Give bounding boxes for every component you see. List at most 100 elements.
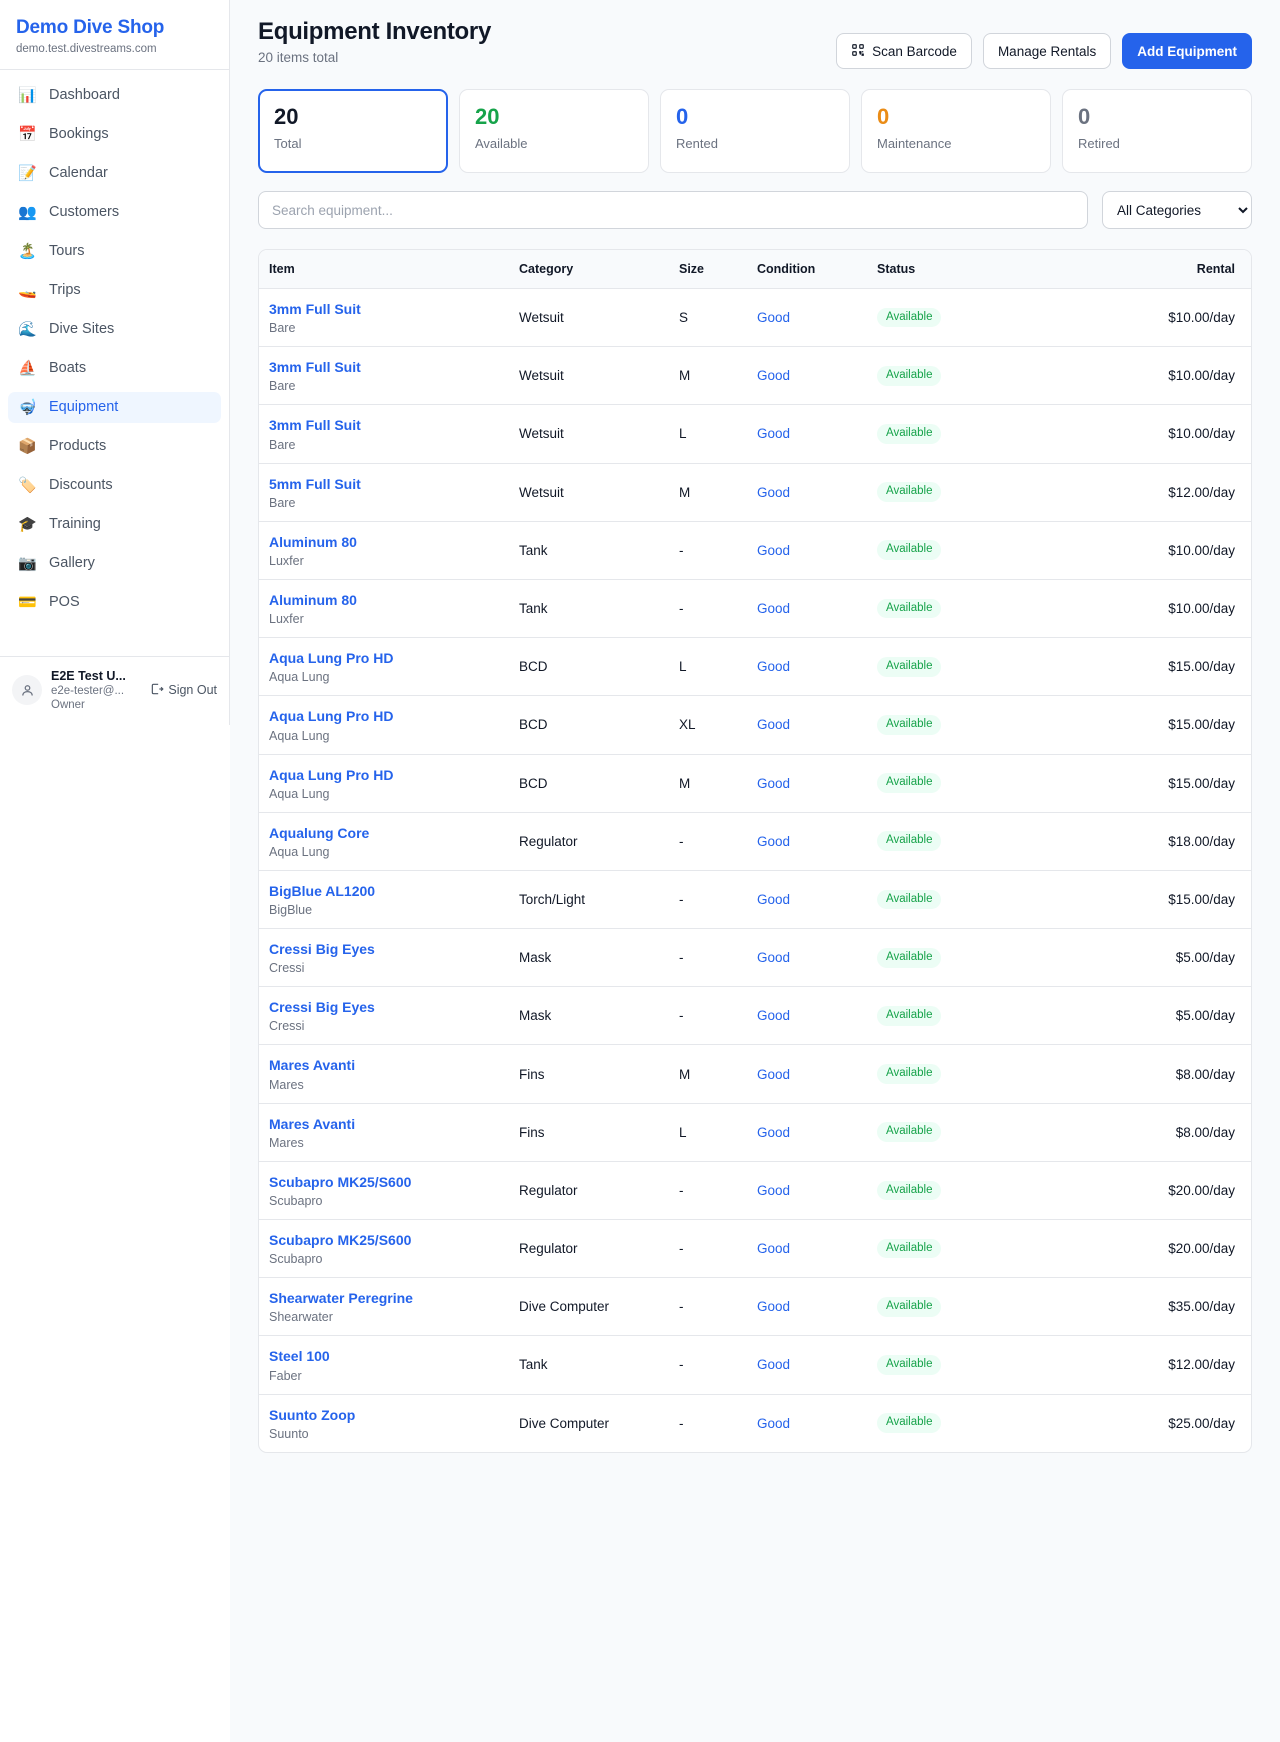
cell-category: Mask — [509, 928, 669, 988]
sidebar-item-label: Training — [49, 516, 101, 533]
table-row[interactable]: Mares Avanti Mares Fins L Good Available $8.00… — [259, 1103, 1251, 1162]
cell-condition-text[interactable]: Good — [757, 601, 791, 617]
table-row[interactable]: Scubapro MK25/S600 Scubapro Regulator - Good… — [259, 1219, 1251, 1279]
sidebar-item-trips[interactable]: 🚤 Trips — [8, 275, 221, 306]
table-row[interactable]: Cressi Big Eyes Cressi Mask - Good Available $… — [259, 986, 1251, 1046]
category-select[interactable]: All Categories — [1102, 191, 1252, 229]
sidebar-item-training[interactable]: 🎓 Training — [8, 509, 221, 540]
table-row[interactable]: Cressi Big Eyes Cressi Mask - Good Available $… — [259, 928, 1251, 988]
stat-card-total[interactable]: 20 Total — [258, 89, 448, 173]
item-name-link[interactable]: Mares Avanti — [269, 1057, 356, 1074]
item-name-link[interactable]: Aluminum 80 — [269, 591, 357, 608]
cell-condition-text[interactable]: Good — [757, 891, 791, 907]
table-row[interactable]: Aqua Lung Pro HD Aqua Lung BCD L Good Availab… — [259, 637, 1251, 697]
sign-out-button[interactable]: Sign Out — [150, 682, 217, 699]
search-input[interactable] — [258, 191, 1088, 229]
cell-condition-text[interactable]: Good — [757, 1357, 791, 1373]
sidebar-item-tours[interactable]: 🏝️ Tours — [8, 236, 221, 267]
cell-condition-text[interactable]: Good — [757, 1182, 791, 1198]
cell-size-text: - — [679, 950, 684, 966]
cell-condition-text[interactable]: Good — [757, 717, 791, 733]
cell-size-text: - — [679, 1415, 684, 1431]
cell-condition-text[interactable]: Good — [757, 833, 791, 849]
table-row[interactable]: 3mm Full Suit Bare Wetsuit M Good Available $1… — [259, 346, 1251, 406]
camera-icon: 📷 — [18, 554, 37, 572]
sidebar-item-bookings[interactable]: 📅 Bookings — [8, 119, 221, 150]
cell-condition: Good — [747, 404, 867, 464]
cell-category: Dive Computer — [509, 1277, 669, 1337]
item-name-link[interactable]: 3mm Full Suit — [269, 301, 361, 317]
cell-condition-text[interactable]: Good — [757, 310, 791, 326]
cell-condition-text[interactable]: Good — [757, 1008, 791, 1024]
table-row[interactable]: Aluminum 80 Luxfer Tank - Good Available $10.0… — [259, 521, 1251, 580]
cell-condition-text[interactable]: Good — [757, 950, 791, 966]
cell-condition-text[interactable]: Good — [757, 1066, 791, 1082]
manage-rentals-button[interactable]: Manage Rentals — [982, 33, 1112, 69]
item-name-link[interactable]: 3mm Full Suit — [269, 359, 361, 376]
sidebar-item-discounts[interactable]: 🏷️ Discounts — [8, 470, 221, 501]
item-brand: Scubapro — [269, 1252, 323, 1267]
item-name-link[interactable]: Steel 100 — [269, 1348, 330, 1365]
table-row[interactable]: Aqua Lung Pro HD Aqua Lung BCD M Good Availab… — [259, 754, 1251, 813]
cell-condition-text[interactable]: Good — [757, 659, 791, 675]
item-name-link[interactable]: Aqua Lung Pro HD — [269, 650, 394, 667]
sidebar-item-products[interactable]: 📦 Products — [8, 431, 221, 462]
item-name-link[interactable]: Mares Avanti — [269, 1115, 356, 1132]
table-row[interactable]: Scubapro MK25/S600 Scubapro Regulator - Good… — [259, 1161, 1251, 1221]
sidebar-item-equipment[interactable]: 🤿 Equipment — [8, 391, 221, 423]
item-name-link[interactable]: Suunto Zoop — [269, 1406, 356, 1423]
item-name-link[interactable]: Cressi Big Eyes — [269, 999, 375, 1016]
item-name-link[interactable]: Aluminum 80 — [269, 533, 357, 550]
cell-condition-text[interactable]: Good — [757, 542, 791, 558]
stat-card-rented[interactable]: 0 Rented — [660, 89, 850, 173]
table-row[interactable]: Shearwater Peregrine Shearwater Dive Compu… — [259, 1277, 1251, 1337]
item-name-link[interactable]: 3mm Full Suit — [269, 417, 361, 434]
sidebar-item-dashboard[interactable]: 📊 Dashboard — [8, 80, 221, 111]
cell-rental: $8.00/day — [995, 1044, 1251, 1104]
item-name-link[interactable]: 5mm Full Suit — [269, 475, 361, 492]
table-row[interactable]: Steel 100 Faber Tank - Good Available $12.00/d… — [259, 1335, 1251, 1395]
table-row[interactable]: Mares Avanti Mares Fins M Good Available $8.00… — [259, 1044, 1251, 1104]
stat-card-maintenance[interactable]: 0 Maintenance — [861, 89, 1051, 173]
item-brand: Scubapro — [269, 1194, 323, 1208]
cell-condition-text[interactable]: Good — [757, 1241, 791, 1257]
scan-barcode-button[interactable]: Scan Barcode — [836, 33, 972, 69]
table-row[interactable]: Suunto Zoop Suunto Dive Computer - Good Avail… — [259, 1394, 1251, 1452]
cell-condition: Good — [747, 928, 867, 988]
sidebar-item-pos[interactable]: 💳 POS — [8, 587, 221, 618]
calendar-date-icon: 📅 — [18, 125, 37, 143]
table-row[interactable]: 3mm Full Suit Bare Wetsuit L Good Available $1… — [259, 404, 1251, 464]
item-name-link[interactable]: BigBlue AL1200 — [269, 882, 376, 899]
item-name-link[interactable]: Cressi Big Eyes — [269, 941, 375, 958]
item-name-link[interactable]: Scubapro MK25/S600 — [269, 1173, 412, 1190]
cell-rental-text: $8.00/day — [1175, 1124, 1235, 1140]
sidebar-item-dive-sites[interactable]: 🌊 Dive Sites — [8, 314, 221, 345]
table-row[interactable]: Aluminum 80 Luxfer Tank - Good Available $10.0… — [259, 579, 1251, 639]
cell-condition-text[interactable]: Good — [757, 426, 791, 442]
cell-rental-text: $10.00/day — [1168, 426, 1235, 442]
cell-condition-text[interactable]: Good — [757, 484, 791, 500]
table-row[interactable]: Aqualung Core Aqua Lung Regulator - Good Avai… — [259, 812, 1251, 871]
item-name-link[interactable]: Aqua Lung Pro HD — [269, 708, 394, 725]
item-name-link[interactable]: Aqualung Core — [269, 824, 370, 841]
table-row[interactable]: 5mm Full Suit Bare Wetsuit M Good Available $1… — [259, 463, 1251, 522]
cell-condition-text[interactable]: Good — [757, 1299, 791, 1315]
sidebar-item-gallery[interactable]: 📷 Gallery — [8, 548, 221, 579]
cell-rental: $5.00/day — [995, 928, 1251, 988]
item-name-link[interactable]: Scubapro MK25/S600 — [269, 1232, 412, 1248]
stat-card-retired[interactable]: 0 Retired — [1062, 89, 1252, 173]
sidebar-item-boats[interactable]: ⛵ Boats — [8, 353, 221, 384]
cell-condition-text[interactable]: Good — [757, 775, 791, 791]
table-row[interactable]: Aqua Lung Pro HD Aqua Lung BCD XL Good Availa… — [259, 695, 1251, 755]
item-name-link[interactable]: Aqua Lung Pro HD — [269, 766, 394, 783]
cell-condition-text[interactable]: Good — [757, 1124, 791, 1140]
item-name-link[interactable]: Shearwater Peregrine — [269, 1290, 413, 1307]
table-row[interactable]: BigBlue AL1200 BigBlue Torch/Light - Good Ava… — [259, 870, 1251, 930]
add-equipment-button[interactable]: Add Equipment — [1122, 33, 1252, 69]
sidebar-item-calendar[interactable]: 📝 Calendar — [8, 158, 221, 189]
cell-condition-text[interactable]: Good — [757, 1415, 791, 1431]
cell-condition-text[interactable]: Good — [757, 368, 791, 384]
sidebar-item-customers[interactable]: 👥 Customers — [8, 197, 221, 228]
table-row[interactable]: 3mm Full Suit Bare Wetsuit S Good Available $1… — [259, 288, 1251, 348]
stat-card-available[interactable]: 20 Available — [459, 89, 649, 173]
